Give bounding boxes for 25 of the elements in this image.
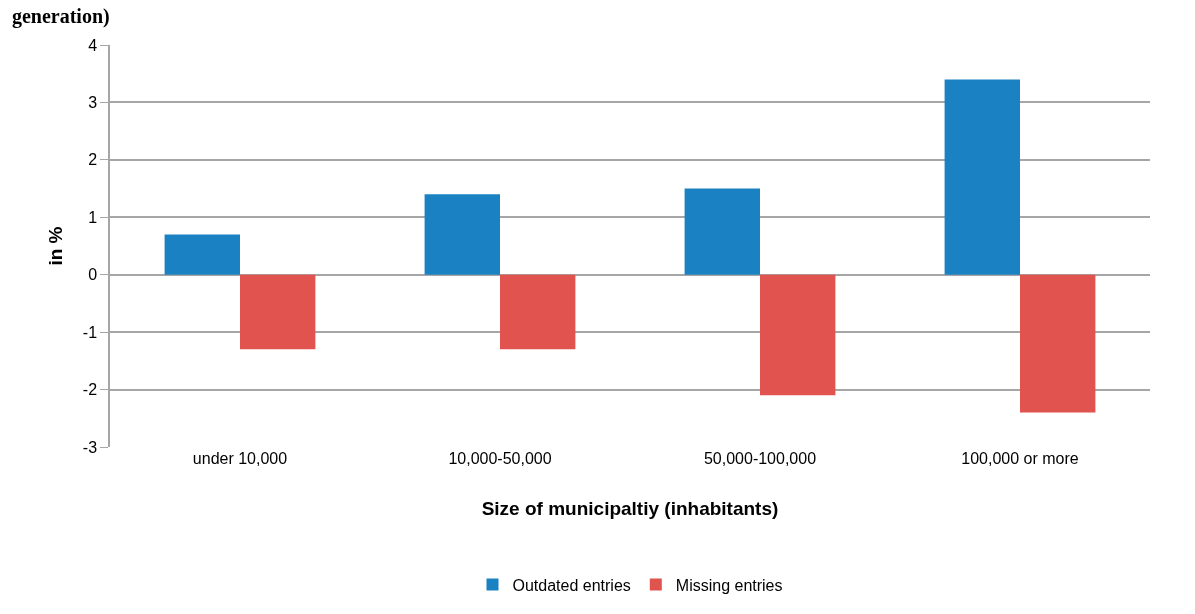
bar bbox=[424, 194, 500, 275]
bar bbox=[500, 274, 576, 350]
legend-label: Outdated entries bbox=[512, 576, 631, 594]
y-tick-label: 1 bbox=[88, 208, 98, 226]
x-axis-title: Size of municipaltiy (inhabitants) bbox=[481, 497, 779, 519]
bar bbox=[944, 79, 1020, 275]
y-tick-label: 0 bbox=[88, 266, 98, 284]
y-tick-label: 2 bbox=[88, 151, 98, 169]
y-axis-title: in % bbox=[45, 226, 67, 266]
bar bbox=[760, 274, 836, 396]
bar bbox=[164, 234, 240, 275]
x-tick-label: 100,000 or more bbox=[961, 450, 1079, 467]
y-tick-label: 3 bbox=[88, 94, 98, 112]
chart-title: generation) bbox=[11, 5, 110, 29]
bar bbox=[1020, 274, 1096, 413]
x-tick-label: 10,000-50,000 bbox=[448, 450, 552, 467]
x-tick-label: 50,000-100,000 bbox=[703, 450, 817, 467]
legend-label: Missing entries bbox=[675, 576, 783, 594]
x-tick-label: under 10,000 bbox=[192, 450, 288, 467]
bar bbox=[240, 274, 316, 350]
y-tick-label: -1 bbox=[82, 323, 98, 341]
bar bbox=[684, 188, 760, 275]
y-tick-label: -2 bbox=[82, 381, 98, 399]
y-tick-label: 4 bbox=[88, 36, 98, 54]
y-tick-label: -3 bbox=[82, 438, 98, 456]
